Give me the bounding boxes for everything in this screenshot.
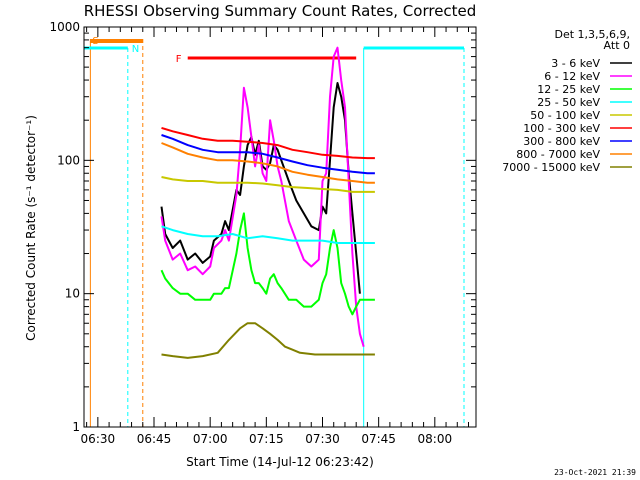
x-tick-label: 07:30 bbox=[305, 432, 340, 446]
series-line-3 bbox=[160, 212, 375, 316]
series-line-1 bbox=[160, 82, 361, 294]
y-tick-label: 10 bbox=[65, 287, 80, 301]
legend-entry-label: 100 - 300 keV bbox=[523, 122, 600, 135]
y-tick-label: 1 bbox=[72, 420, 80, 434]
x-tick-label: 07:15 bbox=[249, 432, 284, 446]
legend-entry-label: 50 - 100 keV bbox=[530, 109, 600, 122]
saa-bar bbox=[90, 39, 143, 43]
legend-entry-label: 300 - 800 keV bbox=[523, 135, 600, 148]
flare-label: F bbox=[176, 54, 182, 65]
axes: 1 10 100 1000 06:30 06:45 07:00 07:15 07:30 07:45… bbox=[49, 20, 477, 446]
plot-frame bbox=[83, 26, 477, 428]
legend-header: Det 1,3,5,6,9, bbox=[554, 28, 630, 41]
footer-timestamp: 23-Oct-2021 21:39 bbox=[554, 468, 636, 477]
x-axis-label: Start Time (14-Jul-12 06:23:42) bbox=[186, 455, 374, 469]
y-tick-label: 100 bbox=[57, 153, 80, 167]
series-line-6 bbox=[161, 126, 375, 160]
legend-entry-label: 12 - 25 keV bbox=[537, 83, 600, 96]
legend-entry-label: 800 - 7000 keV bbox=[516, 148, 600, 161]
night-label: N bbox=[132, 44, 139, 55]
series-line-4 bbox=[161, 225, 375, 244]
y-tick-label: 1000 bbox=[49, 20, 80, 34]
x-tick-label: 07:45 bbox=[361, 432, 396, 446]
series-line-9 bbox=[161, 322, 375, 359]
chart-marks: S N F bbox=[84, 36, 465, 427]
series-line-2 bbox=[160, 46, 365, 347]
y-axis-label: Corrected Count Rate (s⁻¹ detector⁻¹) bbox=[24, 115, 38, 341]
chart-title: RHESSI Observing Summary Count Rates, Co… bbox=[84, 2, 477, 20]
legend-entry-label: 6 - 12 keV bbox=[544, 70, 600, 83]
x-tick-label: 08:00 bbox=[418, 432, 453, 446]
saa-label: S bbox=[92, 36, 98, 47]
legend-header: Att 0 bbox=[604, 39, 630, 52]
x-tick-label: 06:30 bbox=[81, 432, 116, 446]
legend-entry-label: 3 - 6 keV bbox=[551, 57, 600, 70]
x-tick-label: 06:45 bbox=[137, 432, 172, 446]
series-line-8 bbox=[161, 142, 375, 184]
series-line-7 bbox=[161, 134, 375, 175]
legend-entry-label: 25 - 50 keV bbox=[537, 96, 600, 109]
x-tick-label: 07:00 bbox=[193, 432, 228, 446]
legend-entry-label: 7000 - 15000 keV bbox=[502, 161, 600, 174]
series-line-5 bbox=[161, 176, 375, 193]
